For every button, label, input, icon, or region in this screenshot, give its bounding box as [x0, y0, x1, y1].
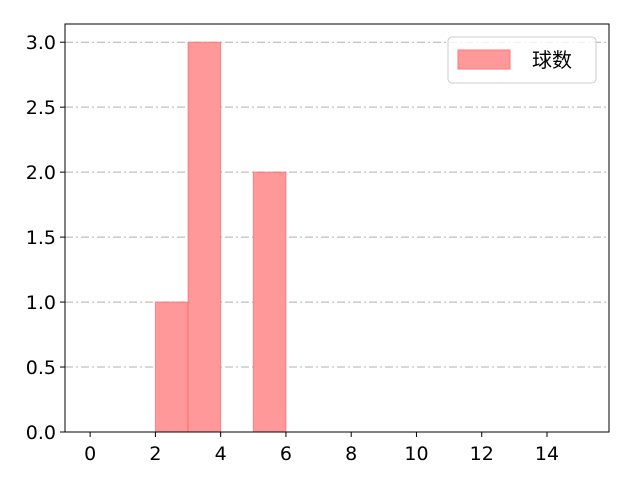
legend-label: 球数	[532, 48, 572, 72]
plot-frame	[64, 23, 610, 433]
x-tick-label: 4	[215, 443, 227, 465]
x-tick-label: 14	[535, 443, 559, 465]
histogram-bar	[154, 301, 189, 433]
y-tick-label: 1.0	[26, 292, 56, 314]
y-tick-label: 2.5	[26, 97, 56, 119]
y-tick-label: 1.5	[26, 227, 56, 249]
histogram-bar	[187, 41, 222, 433]
legend-box	[447, 36, 597, 84]
x-tick-label: 0	[84, 443, 96, 465]
y-tick-label: 3.0	[26, 32, 56, 54]
x-tick-label: 6	[280, 443, 292, 465]
bars	[154, 41, 287, 433]
x-tick-label: 2	[149, 443, 161, 465]
histogram-bar	[252, 171, 287, 433]
x-tick-label: 8	[345, 443, 357, 465]
x-tick-label: 12	[470, 443, 494, 465]
y-tick-label: 2.0	[26, 162, 56, 184]
y-axis: 0.0 0.5 1.0 1.5 2.0 2.5 3.0	[26, 32, 65, 444]
y-tick-label: 0.5	[26, 357, 56, 379]
grid-lines	[65, 41, 609, 433]
legend-swatch	[457, 49, 511, 70]
y-tick-label: 0.0	[26, 422, 56, 444]
x-axis: 0 2 4 6 8 10 12 14	[84, 432, 559, 465]
x-tick-label: 10	[404, 443, 428, 465]
legend: 球数	[447, 36, 597, 84]
